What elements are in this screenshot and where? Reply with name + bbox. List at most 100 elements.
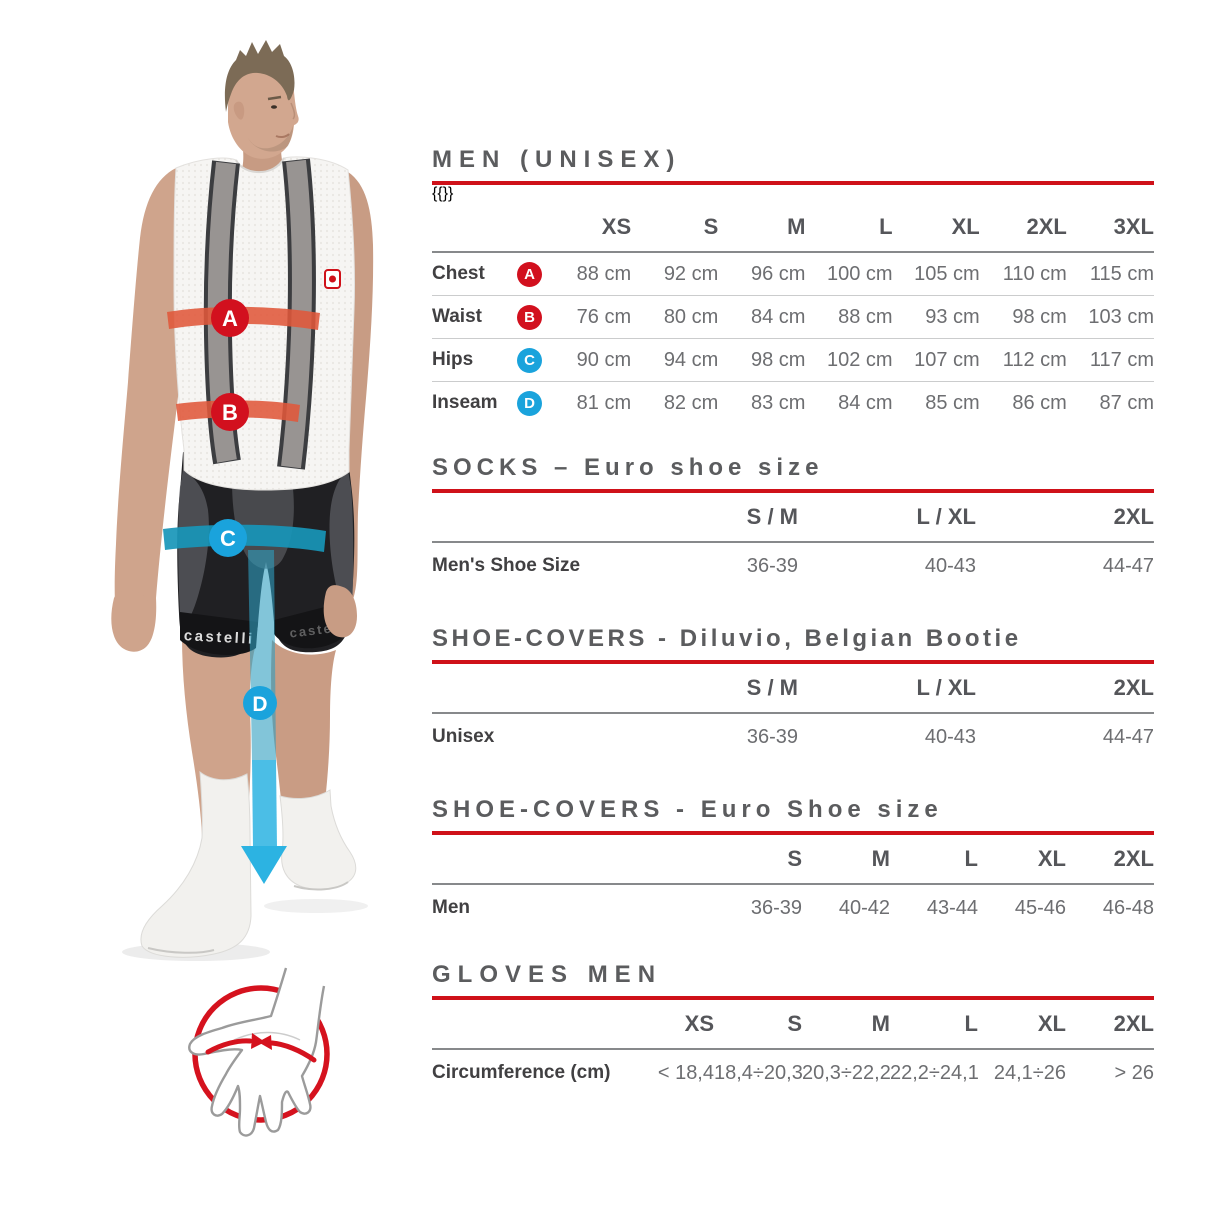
svg-text:A: A [222, 306, 238, 331]
right-sock-sole [293, 881, 349, 891]
size-header: XL [951, 214, 980, 239]
marker-d: D [243, 686, 277, 720]
eyebrow [267, 95, 282, 101]
table-row-circumference: Circumference (cm) < 18,4 18,4÷20,3 20,3… [432, 1049, 1154, 1096]
right-hand [323, 585, 357, 638]
size-value: 40-42 [838, 896, 890, 919]
marker-a: A [211, 299, 249, 337]
size-value: 40-43 [924, 554, 976, 577]
red-rule [432, 996, 1154, 1000]
size-value: 82 cm [663, 391, 719, 414]
right-leg [271, 640, 336, 840]
size-value: 22,2÷24,1 [890, 1061, 979, 1084]
size-value: 24,1÷26 [993, 1061, 1066, 1084]
size-header: 2XL [1113, 675, 1154, 700]
hair [224, 40, 295, 112]
size-value: 83 cm [750, 391, 806, 414]
size-value: 44-47 [1102, 554, 1154, 577]
section-title-shoecovers-diluvio: SHOE-COVERS - Diluvio, Belgian Bootie [432, 625, 1022, 652]
size-value: 96 cm [750, 262, 806, 285]
floor-shadow [264, 899, 368, 913]
size-value: 43-44 [926, 896, 978, 919]
size-header: L / XL [916, 504, 977, 529]
row-label: Circumference (cm) [432, 1062, 611, 1083]
size-tables-column: MEN (UNISEX) {{}} XS S M L XL 2XL 3XL [432, 146, 1154, 1096]
size-value: 85 cm [925, 391, 980, 414]
marker-badge-c: C [517, 347, 542, 373]
hand-circumference-icon [188, 967, 330, 1137]
size-header: S / M [746, 504, 798, 529]
size-value: 36-39 [746, 725, 798, 748]
size-header-row: S M L XL 2XL [432, 835, 1154, 884]
men-size-table: XS S M L XL 2XL 3XL Chest A 88 cm 92 cm [432, 203, 1154, 424]
size-value: 117 cm [1089, 348, 1154, 371]
section-shoecovers-euro: SHOE-COVERS - Euro Shoe size S M L XL 2X… [432, 796, 1154, 931]
row-label: Unisex [432, 726, 495, 747]
size-value: 40-43 [924, 725, 976, 748]
section-title-gloves: GLOVES MEN [432, 961, 663, 988]
shorts-left-panel [178, 470, 209, 628]
size-value: 84 cm [750, 305, 806, 328]
row-label: Men's Shoe Size [432, 555, 581, 576]
socks-size-table: S / M L / XL 2XL Men's Shoe Size 36-39 4… [432, 493, 1154, 589]
size-value: 76 cm [576, 305, 632, 328]
size-header: M [787, 214, 806, 239]
row-label: Men [432, 897, 470, 918]
ear [233, 101, 245, 120]
table-row-chest: Chest A 88 cm 92 cm 96 cm 100 cm 105 cm … [432, 252, 1154, 296]
right-sock [279, 789, 357, 890]
size-model-figure: castelli castelli [36, 38, 450, 982]
marker-badge-b: B [517, 304, 542, 330]
size-value: 86 cm [1012, 391, 1067, 414]
row-label: Hips [432, 349, 474, 370]
table-row-inseam: Inseam D 81 cm 82 cm 83 cm 84 cm 85 cm 8… [432, 381, 1154, 425]
size-value: 44-47 [1102, 725, 1154, 748]
table-row-unisex: Unisex 36-39 40-43 44-47 [432, 713, 1154, 760]
empty-header-cell [432, 835, 714, 884]
svg-text:C: C [220, 526, 236, 551]
size-header-row: S / M L / XL 2XL [432, 664, 1154, 713]
table-row-hips: Hips C 90 cm 94 cm 98 cm 102 cm 107 cm 1… [432, 338, 1154, 382]
size-value: 94 cm [663, 348, 719, 371]
size-value: 100 cm [826, 262, 893, 285]
section-title-shoecovers-euro: SHOE-COVERS - Euro Shoe size [432, 796, 943, 823]
model-illustration: castelli castelli [111, 40, 374, 961]
size-value: 98 cm [1012, 305, 1067, 328]
empty-header-cell [432, 203, 544, 252]
red-rule [432, 489, 1154, 493]
size-value: 107 cm [914, 348, 980, 371]
mouth [275, 133, 290, 139]
size-header-row: XS S M L XL 2XL 3XL [432, 203, 1154, 252]
row-label: Chest [432, 263, 485, 284]
left-hand [111, 589, 154, 652]
size-value: 98 cm [750, 348, 806, 371]
size-header: XS [601, 214, 632, 239]
section-title-socks: SOCKS – Euro shoe size [432, 454, 824, 481]
size-header: L [879, 214, 893, 239]
marker-c: C [209, 519, 247, 557]
size-value: 45-46 [1014, 896, 1066, 919]
size-value: 110 cm [1002, 262, 1067, 285]
size-header: L [964, 846, 978, 871]
arrowhead-left [258, 1035, 272, 1050]
size-value: > 26 [1114, 1061, 1154, 1084]
red-rule [432, 660, 1154, 664]
table-row-men: Men 36-39 40-42 43-44 45-46 46-48 [432, 884, 1154, 931]
left-arm [114, 168, 182, 651]
size-value: 112 cm [1002, 348, 1067, 371]
inseam-arrow [241, 846, 287, 884]
size-header: XL [1037, 1011, 1066, 1036]
size-header: L / XL [916, 675, 977, 700]
gloves-size-table: XS S M L XL 2XL Circumference (cm) < 18,… [432, 1000, 1154, 1096]
size-header: 2XL [1113, 1011, 1154, 1036]
size-value: 81 cm [576, 391, 632, 414]
size-value: 115 cm [1089, 262, 1154, 285]
size-value: 36-39 [746, 554, 798, 577]
size-header: 2XL [1113, 504, 1154, 529]
size-value: 102 cm [826, 348, 893, 371]
size-value: < 18,4 [657, 1061, 714, 1084]
size-header: M [871, 1011, 890, 1036]
row-label: Inseam [432, 392, 498, 413]
marker-badge-d: D [517, 390, 542, 416]
empty-header-cell [432, 1000, 626, 1049]
